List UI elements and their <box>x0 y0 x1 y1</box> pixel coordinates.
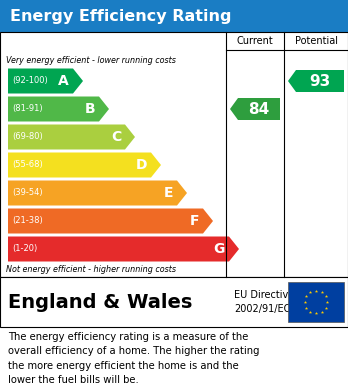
Polygon shape <box>288 70 344 92</box>
Polygon shape <box>8 68 83 93</box>
Text: C: C <box>111 130 121 144</box>
Text: (81-91): (81-91) <box>12 104 42 113</box>
Bar <box>288 282 344 322</box>
Polygon shape <box>230 98 280 120</box>
Bar <box>0 0 348 32</box>
Bar <box>0 277 348 327</box>
Polygon shape <box>8 124 135 149</box>
Text: (92-100): (92-100) <box>12 77 48 86</box>
Text: (1-20): (1-20) <box>12 244 37 253</box>
Text: 84: 84 <box>248 102 270 117</box>
Text: Energy Efficiency Rating: Energy Efficiency Rating <box>10 9 231 23</box>
Text: (69-80): (69-80) <box>12 133 43 142</box>
Polygon shape <box>8 237 239 262</box>
Text: (21-38): (21-38) <box>12 217 43 226</box>
Text: D: D <box>135 158 147 172</box>
Polygon shape <box>8 181 187 206</box>
Polygon shape <box>8 152 161 178</box>
Text: 93: 93 <box>309 74 331 88</box>
Text: Very energy efficient - lower running costs: Very energy efficient - lower running co… <box>6 56 176 65</box>
Bar <box>0 32 348 277</box>
Polygon shape <box>8 97 109 122</box>
Text: England & Wales: England & Wales <box>8 292 192 312</box>
Text: Potential: Potential <box>294 36 338 46</box>
Text: E: E <box>164 186 173 200</box>
Polygon shape <box>8 208 213 233</box>
Text: The energy efficiency rating is a measure of the
overall efficiency of a home. T: The energy efficiency rating is a measur… <box>8 332 260 385</box>
Text: (55-68): (55-68) <box>12 160 43 170</box>
Text: Not energy efficient - higher running costs: Not energy efficient - higher running co… <box>6 265 176 274</box>
Text: B: B <box>84 102 95 116</box>
Text: Current: Current <box>237 36 274 46</box>
Text: A: A <box>58 74 69 88</box>
Text: (39-54): (39-54) <box>12 188 42 197</box>
Text: EU Directive
2002/91/EC: EU Directive 2002/91/EC <box>234 290 294 314</box>
Text: G: G <box>214 242 225 256</box>
Text: F: F <box>190 214 199 228</box>
